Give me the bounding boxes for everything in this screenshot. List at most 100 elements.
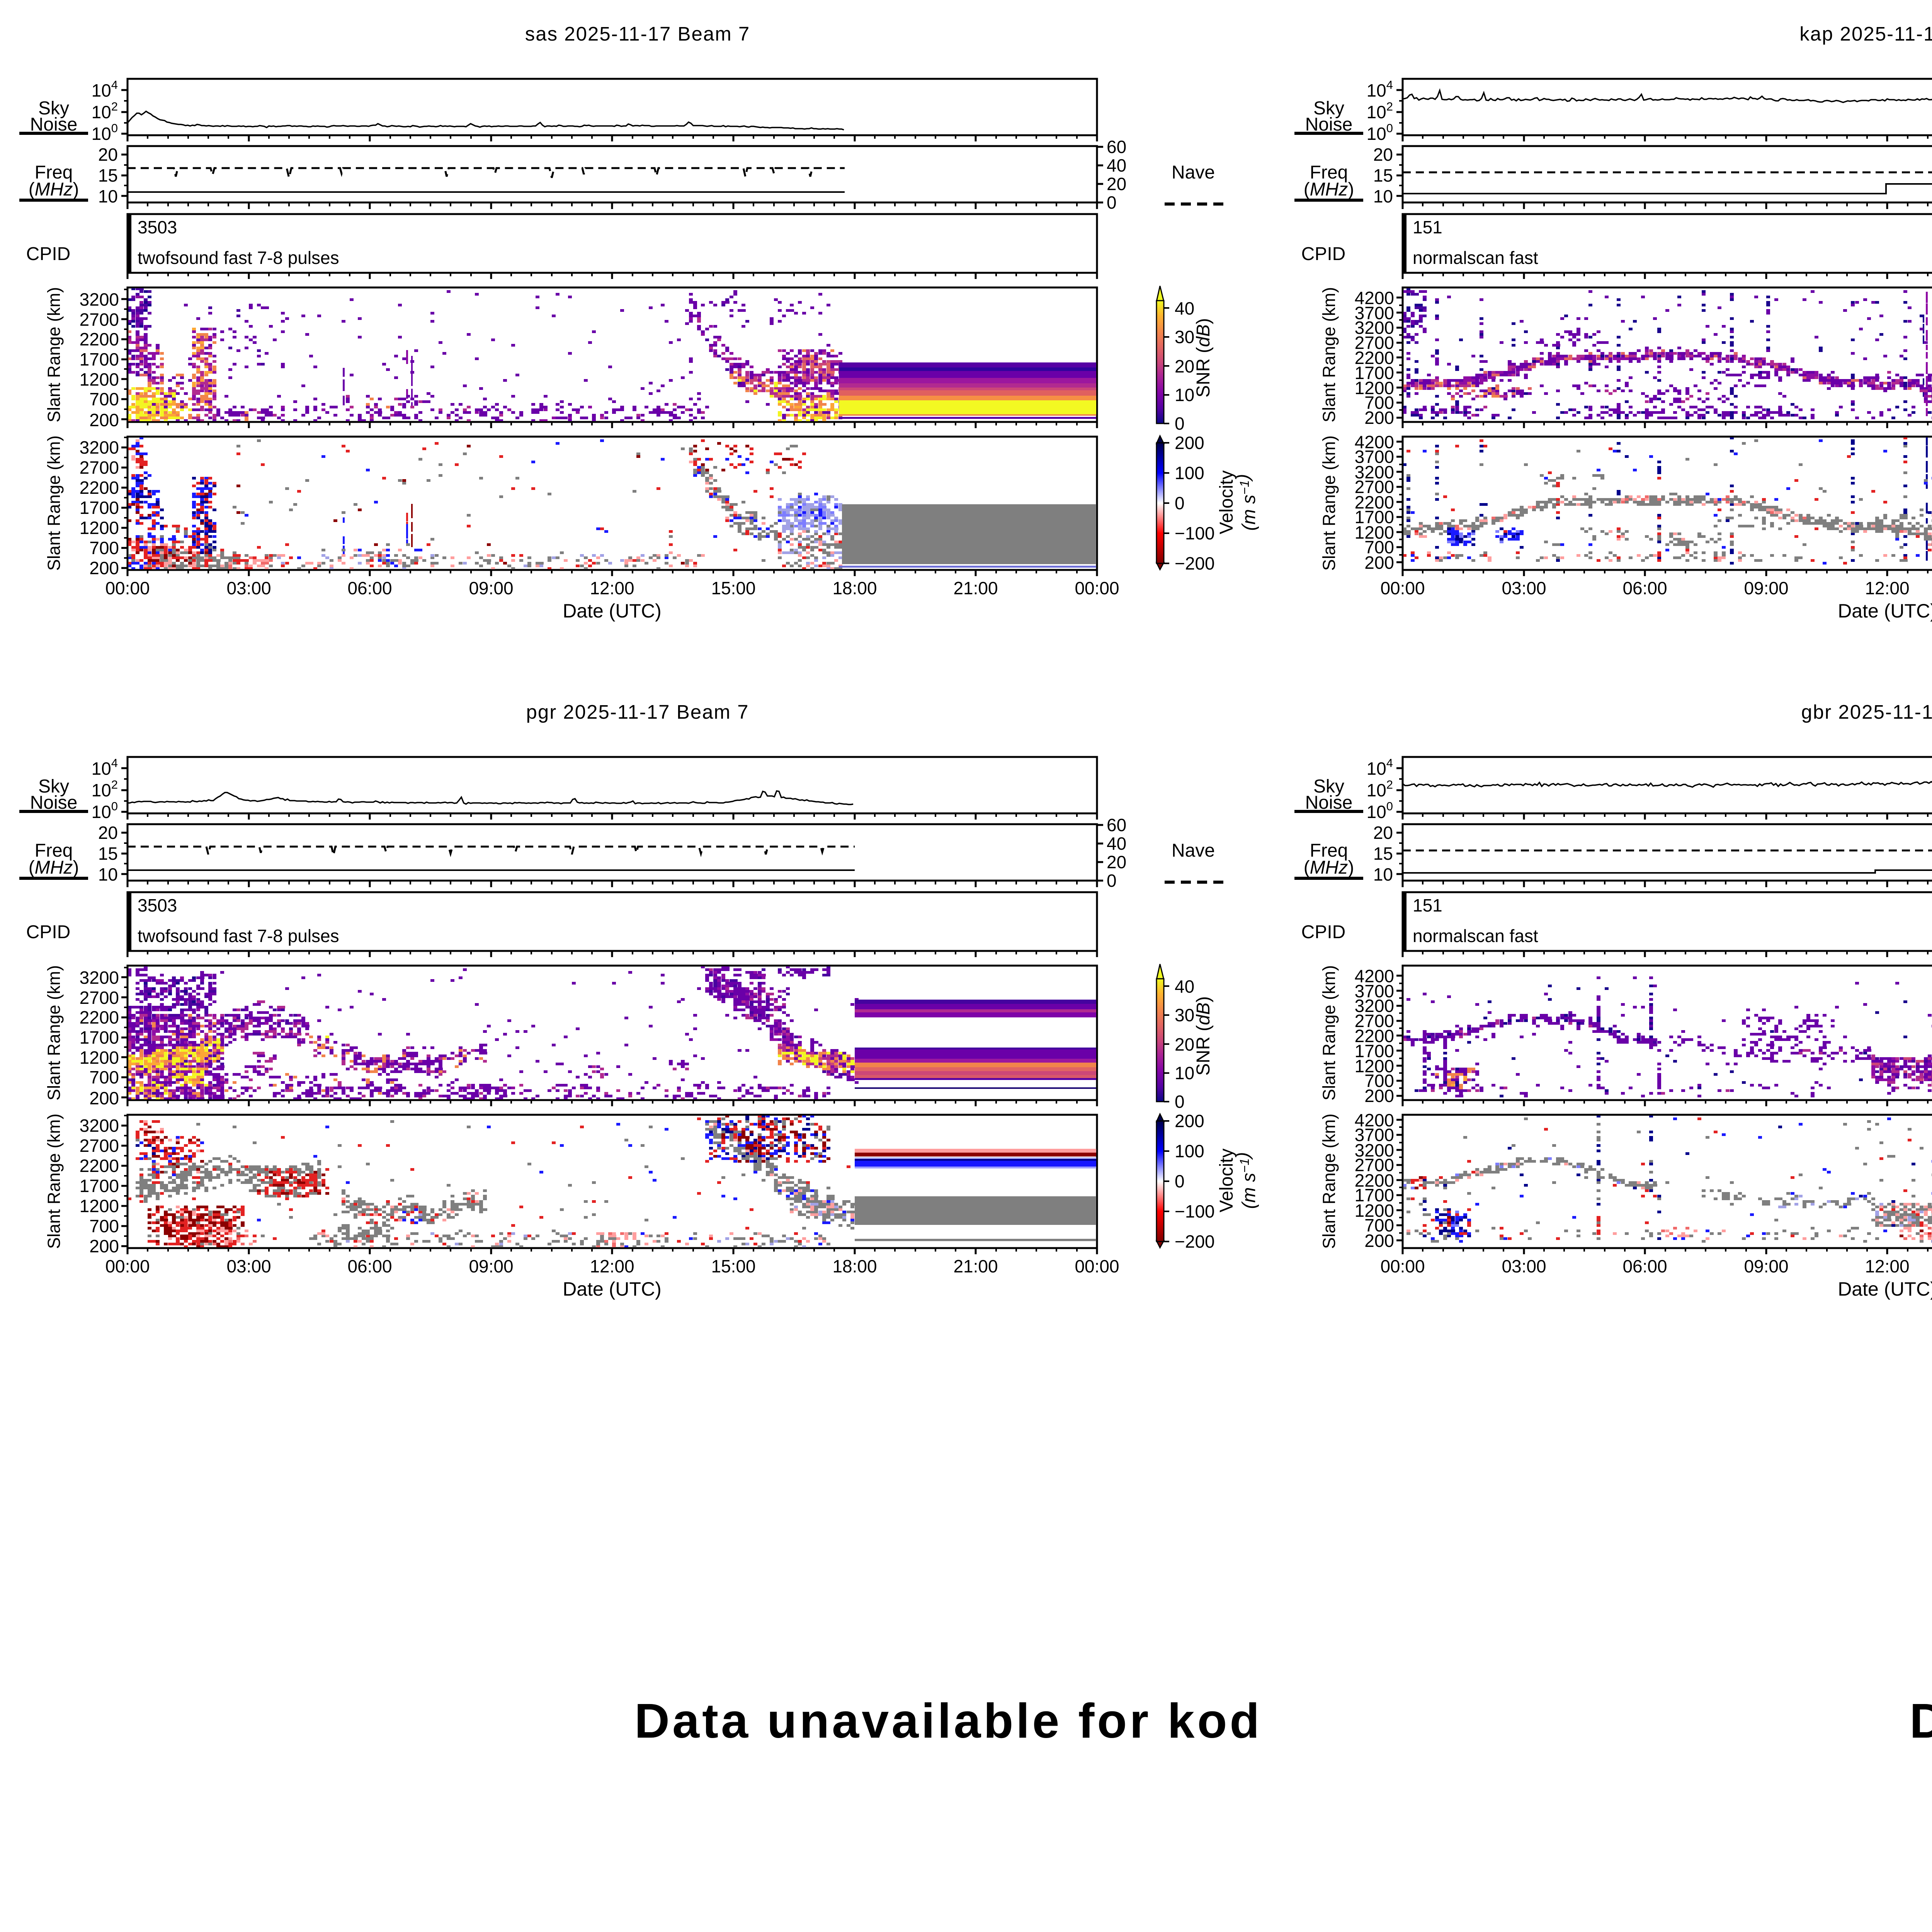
svg-text:03:00: 03:00 [1502, 1256, 1546, 1276]
svg-text:3200: 3200 [1355, 318, 1394, 338]
svg-text:3200: 3200 [1355, 996, 1394, 1016]
svg-text:200: 200 [89, 1088, 119, 1108]
svg-text:06:00: 06:00 [347, 1256, 392, 1276]
svg-text:100: 100 [1175, 1141, 1204, 1161]
svg-text:Velocity: Velocity [1216, 1148, 1237, 1212]
svg-text:1700: 1700 [1355, 507, 1394, 527]
svg-text:1700: 1700 [1355, 363, 1394, 383]
svg-text:3700: 3700 [1355, 981, 1394, 1001]
svg-text:3200: 3200 [80, 289, 119, 310]
svg-text:100: 100 [1367, 799, 1393, 822]
svg-text:Noise: Noise [30, 793, 78, 813]
svg-text:Date (UTC): Date (UTC) [563, 1278, 662, 1300]
svg-text:10: 10 [1175, 1063, 1194, 1083]
svg-text:60: 60 [1107, 815, 1126, 835]
svg-text:Sky: Sky [1313, 776, 1344, 797]
svg-text:10: 10 [1373, 186, 1393, 206]
svg-text:2700: 2700 [80, 457, 119, 478]
svg-text:3503: 3503 [138, 895, 177, 915]
svg-text:Noise: Noise [1305, 114, 1353, 135]
svg-text:200: 200 [1364, 1086, 1394, 1106]
svg-text:00:00: 00:00 [1380, 1256, 1425, 1276]
svg-text:09:00: 09:00 [1744, 578, 1788, 598]
svg-text:40: 40 [1107, 833, 1126, 854]
svg-text:pgr 2025-11-17 Beam 7: pgr 2025-11-17 Beam 7 [526, 701, 749, 723]
svg-text:03:00: 03:00 [226, 578, 271, 598]
svg-text:Sky: Sky [38, 776, 69, 797]
svg-text:Nave: Nave [1172, 840, 1215, 861]
svg-text:2700: 2700 [1355, 1155, 1394, 1175]
svg-text:0: 0 [1175, 413, 1185, 434]
svg-text:Freq: Freq [1310, 162, 1348, 183]
svg-text:20: 20 [98, 823, 118, 843]
svg-text:104: 104 [92, 78, 118, 100]
svg-text:3200: 3200 [80, 437, 119, 457]
svg-text:(MHz): (MHz) [1304, 857, 1354, 878]
svg-text:100: 100 [1367, 121, 1393, 144]
svg-text:Slant Range (km): Slant Range (km) [44, 287, 64, 422]
svg-text:0: 0 [1175, 1171, 1185, 1191]
svg-text:−100: −100 [1175, 523, 1215, 543]
svg-text:200: 200 [89, 558, 119, 578]
svg-text:1200: 1200 [1355, 378, 1394, 398]
svg-text:2200: 2200 [1355, 492, 1394, 512]
svg-text:200: 200 [1364, 553, 1394, 573]
svg-text:Slant Range (km): Slant Range (km) [1319, 287, 1339, 422]
svg-text:20: 20 [1373, 823, 1393, 843]
svg-text:(MHz): (MHz) [29, 179, 79, 200]
svg-text:3700: 3700 [1355, 303, 1394, 323]
svg-text:Freq: Freq [35, 162, 73, 183]
svg-text:0: 0 [1107, 192, 1117, 213]
svg-text:2700: 2700 [1355, 477, 1394, 497]
svg-text:200: 200 [1175, 433, 1204, 453]
svg-text:700: 700 [89, 389, 119, 409]
svg-text:20: 20 [1175, 1034, 1194, 1054]
svg-text:40: 40 [1175, 298, 1194, 318]
svg-text:100: 100 [92, 121, 118, 144]
svg-text:CPID: CPID [26, 244, 71, 264]
svg-text:sas 2025-11-17 Beam 7: sas 2025-11-17 Beam 7 [525, 23, 750, 45]
svg-text:104: 104 [1367, 756, 1393, 779]
svg-text:1200: 1200 [80, 518, 119, 538]
svg-text:−200: −200 [1175, 553, 1215, 573]
svg-text:30: 30 [1175, 327, 1194, 347]
svg-text:10: 10 [98, 186, 118, 206]
svg-text:(MHz): (MHz) [1304, 179, 1354, 200]
svg-text:18:00: 18:00 [832, 1256, 877, 1276]
svg-text:1700: 1700 [1355, 1041, 1394, 1061]
svg-text:102: 102 [92, 778, 118, 800]
svg-text:15: 15 [1373, 165, 1393, 185]
svg-text:1200: 1200 [80, 1048, 119, 1068]
svg-text:1200: 1200 [1355, 1056, 1394, 1076]
svg-text:CPID: CPID [26, 922, 71, 942]
svg-text:100: 100 [1175, 463, 1204, 483]
svg-text:4200: 4200 [1355, 966, 1394, 986]
svg-text:700: 700 [89, 538, 119, 558]
svg-text:0: 0 [1175, 1092, 1185, 1112]
svg-text:00:00: 00:00 [1075, 1256, 1119, 1276]
svg-text:102: 102 [1367, 778, 1393, 800]
svg-text:700: 700 [1364, 393, 1394, 413]
svg-text:Slant Range (km): Slant Range (km) [1319, 435, 1339, 571]
svg-text:twofsound fast 7-8 pulses: twofsound fast 7-8 pulses [138, 248, 339, 268]
svg-text:3200: 3200 [80, 968, 119, 988]
svg-text:3700: 3700 [1355, 447, 1394, 467]
svg-text:(MHz): (MHz) [29, 857, 79, 878]
svg-text:Freq: Freq [35, 840, 73, 861]
svg-text:700: 700 [1364, 537, 1394, 557]
svg-text:−100: −100 [1175, 1201, 1215, 1221]
svg-text:20: 20 [1373, 145, 1393, 165]
svg-text:10: 10 [1175, 385, 1194, 405]
svg-text:2700: 2700 [1355, 1011, 1394, 1031]
svg-text:Slant Range (km): Slant Range (km) [44, 965, 64, 1100]
svg-text:4200: 4200 [1355, 288, 1394, 308]
svg-text:15: 15 [98, 844, 118, 864]
svg-text:kap 2025-11-17 Beam 7: kap 2025-11-17 Beam 7 [1799, 23, 1932, 45]
svg-text:10: 10 [1373, 864, 1393, 884]
svg-text:1700: 1700 [80, 349, 119, 369]
svg-text:Date (UTC): Date (UTC) [1838, 600, 1932, 622]
svg-text:10: 10 [98, 864, 118, 884]
svg-text:700: 700 [1364, 1215, 1394, 1235]
svg-text:03:00: 03:00 [1502, 578, 1546, 598]
svg-text:200: 200 [1175, 1111, 1204, 1131]
